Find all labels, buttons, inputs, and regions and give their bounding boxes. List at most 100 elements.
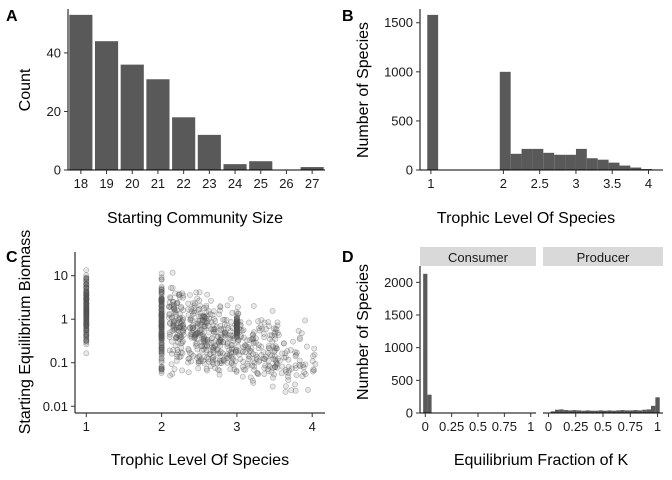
panel-c-point: [272, 345, 278, 351]
panel-c-point: [207, 363, 214, 370]
panel-c-point: [83, 320, 90, 327]
panel-c-point: [210, 344, 217, 351]
panel-c-point: [198, 312, 205, 319]
panel-c-point: [166, 314, 173, 321]
panel-c-point: [265, 357, 272, 364]
panel-c-point: [292, 381, 298, 388]
panel-c-point: [250, 336, 256, 343]
panel-d-y-tick-label: 2000: [384, 275, 413, 290]
panel-c-point: [158, 345, 165, 352]
panel-c-point: [297, 334, 303, 341]
panel-c-point: [266, 323, 272, 330]
panel-c-point: [269, 307, 276, 314]
panel-c-point: [228, 350, 235, 356]
panel-c-point: [83, 316, 90, 323]
panel-c-point: [158, 333, 165, 340]
panel-c-point: [83, 304, 90, 311]
panel-c-point: [158, 312, 165, 319]
panel-c-point: [158, 307, 165, 314]
panel-c-point: [83, 308, 90, 315]
panel-c-point: [185, 347, 192, 354]
panel-c-point: [158, 322, 165, 329]
panel-c-point: [173, 324, 180, 331]
panel-c-point: [180, 316, 186, 323]
panel-c-point: [177, 324, 184, 331]
panel-c-point: [212, 326, 218, 333]
panel-c-point: [256, 325, 262, 332]
panel-c-point: [158, 314, 165, 321]
panel-c-point: [216, 350, 223, 357]
panel-c-point: [203, 347, 210, 353]
panel-c-point: [205, 323, 212, 329]
panel-c-point: [213, 328, 219, 335]
panel-c-point: [83, 332, 90, 339]
panel-c-point: [171, 309, 178, 315]
panel-c-point: [211, 316, 217, 322]
panel-c-point: [158, 323, 165, 330]
panel-c-point: [233, 331, 240, 338]
panel-c-point: [199, 331, 206, 338]
panel-c-point: [297, 363, 304, 370]
panel-c-point: [191, 305, 197, 312]
panel-c-point: [83, 322, 90, 329]
panel-c-point: [223, 331, 230, 338]
panel-c-point: [158, 306, 165, 312]
panel-c-point: [83, 320, 90, 327]
panel-c-point: [256, 358, 262, 365]
panel-c-point: [158, 296, 165, 302]
panel-c-point: [171, 306, 177, 313]
panel-c-point: [173, 307, 180, 314]
panel-c-point: [233, 325, 240, 332]
panel-c: C Trophic Level Of Species Starting Equi…: [6, 230, 325, 469]
panel-c-point: [83, 300, 90, 307]
panel-c-point: [178, 303, 185, 310]
panel-c-point: [203, 304, 209, 311]
panel-c-point: [224, 322, 230, 329]
panel-c-point: [158, 283, 165, 290]
panel-c-point: [233, 315, 240, 321]
panel-c-point: [233, 330, 240, 337]
panel-c-point: [83, 306, 90, 313]
panel-c-point: [187, 324, 193, 331]
panel-c-point: [233, 318, 240, 325]
panel-c-point: [292, 353, 299, 360]
panel-c-point: [185, 306, 192, 313]
panel-c-point: [172, 307, 179, 314]
panel-c-point: [158, 324, 165, 331]
panel-c-point: [279, 363, 286, 370]
panel-c-point: [83, 301, 90, 308]
panel-c-point: [178, 340, 185, 347]
panel-c-point: [172, 335, 179, 342]
panel-a-bar: [69, 14, 93, 170]
panel-c-point: [158, 335, 165, 342]
panel-c-point: [191, 302, 198, 309]
panel-c-point: [233, 317, 240, 323]
panel-c-point: [188, 358, 195, 365]
panel-c-point: [158, 288, 165, 295]
panel-c-point: [228, 360, 235, 367]
panel-c-point: [83, 311, 90, 318]
panel-c-point: [83, 337, 90, 344]
panel-c-point: [158, 328, 165, 335]
panel-c-point: [197, 332, 204, 339]
panel-c-point: [272, 332, 278, 339]
panel-c-point: [83, 281, 90, 288]
panel-c-point: [251, 363, 258, 370]
panel-b-y-tick-label: 0: [406, 163, 413, 178]
panel-b-bar: [543, 152, 555, 170]
panel-c-point: [158, 365, 165, 372]
panel-c-point: [83, 295, 90, 302]
panel-c-point: [83, 334, 90, 341]
panel-d-bar: [576, 410, 582, 413]
panel-c-x-tick-label: 2: [158, 419, 165, 434]
panel-c-point: [170, 323, 176, 330]
panel-c-point: [166, 310, 173, 317]
panel-c-point: [194, 322, 201, 329]
panel-c-point: [250, 358, 257, 365]
panel-c-point: [290, 338, 296, 345]
panel-c-point: [158, 309, 165, 316]
panel-c-point: [300, 364, 307, 371]
panel-a-y-axis-label: Count: [17, 68, 34, 111]
panel-c-point: [158, 340, 165, 347]
panel-c-point: [271, 364, 278, 370]
